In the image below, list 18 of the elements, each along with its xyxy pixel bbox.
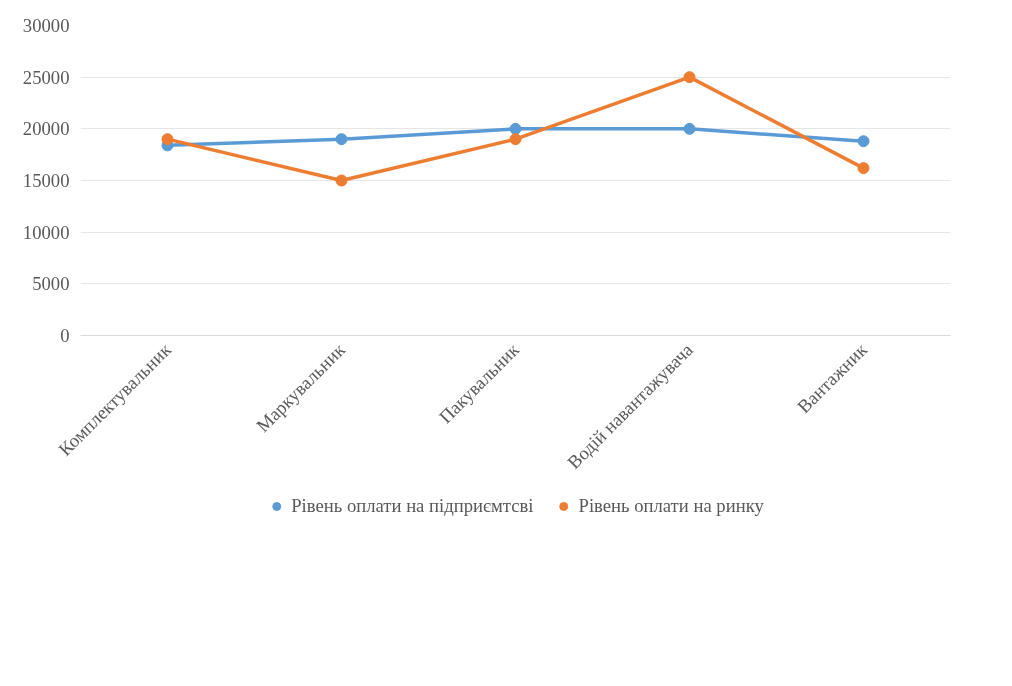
point: [857, 162, 870, 175]
point: [161, 133, 174, 146]
point: [335, 133, 348, 146]
point: [509, 133, 522, 146]
legend-label: Рівень оплати на підприємтсві: [291, 494, 534, 517]
y-tick-label: 0: [60, 325, 70, 346]
y-tick-label: 30000: [22, 15, 70, 36]
y-tick-label: 5000: [32, 273, 70, 295]
point: [335, 174, 348, 187]
legend-label: Рівень оплати на ринку: [578, 494, 764, 517]
y-tick-label: 20000: [22, 118, 70, 140]
point: [509, 122, 522, 135]
point: [683, 71, 696, 84]
point: [683, 122, 696, 135]
y-tick-label: 15000: [22, 170, 70, 191]
y-tick-label: 10000: [22, 221, 70, 243]
y-tick-label: 25000: [22, 66, 70, 88]
point: [857, 135, 870, 148]
